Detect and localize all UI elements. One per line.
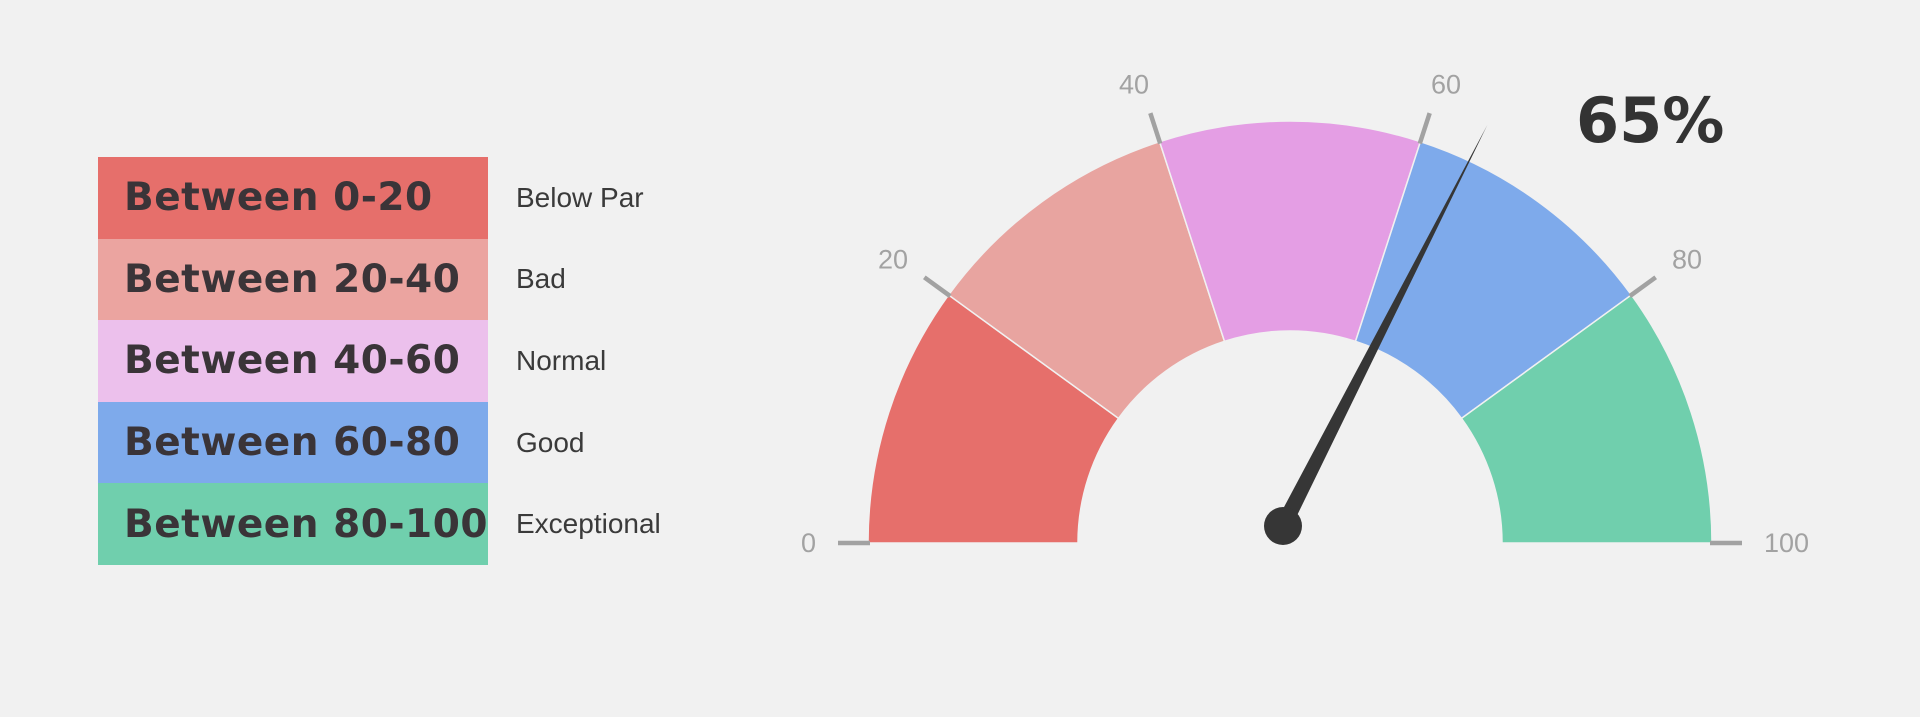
gauge-ticks: 0 20 40 60 80 100: [801, 70, 1809, 558]
legend-range-label: Between 40-60: [124, 338, 461, 384]
gauge-band-1: [867, 293, 1120, 544]
legend-row-exceptional: Between 80-100 Exceptional: [98, 483, 698, 565]
gauge-tick: [923, 275, 952, 298]
gauge-band-4: [1354, 140, 1633, 420]
legend-description: Normal: [516, 344, 607, 376]
legend-description: Bad: [516, 263, 566, 295]
legend-range-label: Between 20-40: [124, 256, 461, 302]
legend-swatch: Between 80-100: [98, 483, 488, 565]
gauge-tick-label: 60: [1431, 70, 1461, 100]
legend-swatch: Between 20-40: [98, 238, 488, 321]
legend-row-below-par: Between 0-20 Below Par: [98, 157, 698, 239]
legend-swatch: Between 60-80: [98, 401, 488, 484]
legend-swatch: Between 0-20: [98, 157, 488, 239]
gauge-needle-pointer: [1275, 125, 1488, 530]
gauge-bands: [867, 120, 1713, 544]
gauge-band-5: [1460, 293, 1713, 544]
gauge-tick-label: 80: [1672, 245, 1702, 275]
gauge-tick-label: 20: [878, 245, 908, 275]
gauge-band-2: [947, 140, 1226, 420]
legend-range-label: Between 60-80: [124, 420, 461, 466]
gauge-tick-label: 40: [1119, 70, 1149, 100]
gauge-needle: [1264, 125, 1488, 545]
gauge-band-3: [1158, 120, 1422, 343]
gauge-needle-hub: [1264, 507, 1302, 545]
legend: Between 0-20 Below Par Between 20-40 Bad…: [98, 157, 698, 565]
legend-row-good: Between 60-80 Good: [98, 401, 698, 484]
gauge-tick-label: 100: [1764, 528, 1809, 558]
legend-range-label: Between 80-100: [124, 501, 488, 547]
legend-row-normal: Between 40-60 Normal: [98, 320, 698, 402]
legend-row-bad: Between 20-40 Bad: [98, 238, 698, 321]
gauge-value-label: 65%: [1576, 84, 1724, 157]
legend-description: Exceptional: [516, 508, 661, 540]
gauge-tick: [1628, 275, 1657, 298]
gauge-tick-label: 0: [801, 528, 816, 558]
gauge-tick: [1148, 112, 1163, 145]
legend-range-label: Between 0-20: [124, 175, 433, 221]
gauge-tick: [1417, 112, 1432, 145]
legend-description: Good: [516, 426, 585, 458]
legend-description: Below Par: [516, 181, 644, 213]
legend-swatch: Between 40-60: [98, 320, 488, 402]
